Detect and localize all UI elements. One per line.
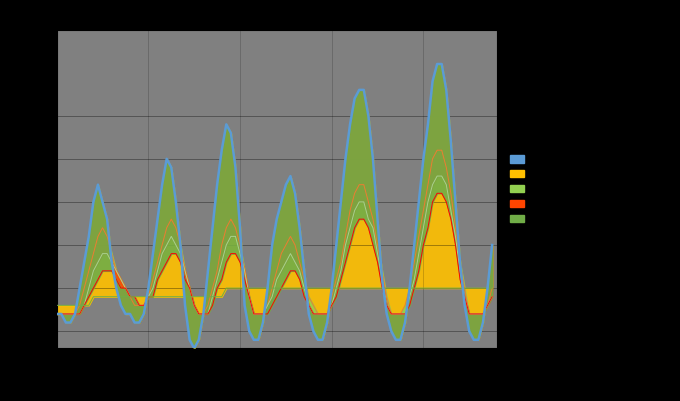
- X-axis label: Hours: Hours: [258, 373, 295, 386]
- Legend: Outdoor, R5, R10, R20, R-inf: Outdoor, R5, R10, R20, R-inf: [506, 151, 576, 228]
- Y-axis label: Temp (°F): Temp (°F): [15, 159, 28, 220]
- Text: Temp (°F): Temp (°F): [56, 15, 118, 28]
